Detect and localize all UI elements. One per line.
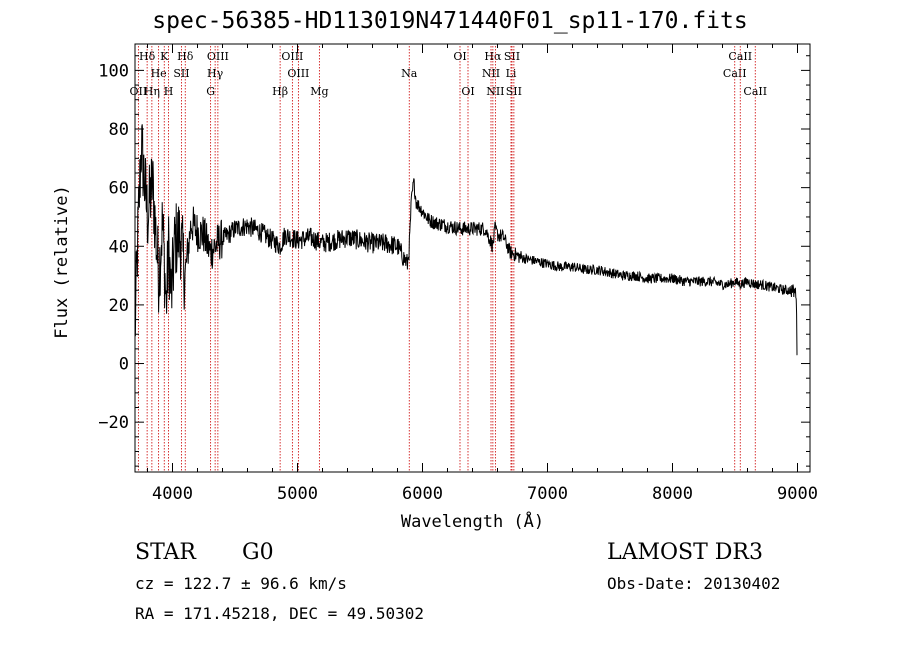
spectrum-line <box>135 124 798 356</box>
line-label: CaII <box>723 67 747 80</box>
y-tick-label: 20 <box>109 296 129 316</box>
line-label: SII <box>504 50 520 63</box>
line-label: OIII <box>281 50 303 63</box>
chart-title: spec-56385-HD113019N471440F01_sp11-170.f… <box>152 8 748 34</box>
line-label: Hη <box>144 85 160 98</box>
line-label: Na <box>401 67 418 80</box>
line-label: Hδ <box>139 50 156 63</box>
line-label: K <box>160 50 169 63</box>
line-label: H <box>164 85 174 98</box>
line-label: SII <box>506 85 522 98</box>
survey-name: LAMOST DR3 <box>607 540 763 565</box>
y-tick-label: 100 <box>98 61 129 81</box>
line-label: Hβ <box>272 85 288 98</box>
x-tick-label: 4000 <box>152 484 193 504</box>
object-subclass: G0 <box>242 540 274 565</box>
line-label: Hγ <box>207 67 224 80</box>
line-label: He <box>151 67 167 80</box>
x-axis-label: Wavelength (Å) <box>400 512 545 532</box>
line-label: NII <box>482 67 500 80</box>
observation-date: Obs-Date: 20130402 <box>607 574 781 593</box>
line-label: SII <box>173 67 189 80</box>
line-label: OIII <box>287 67 309 80</box>
x-tick-label: 6000 <box>402 484 443 504</box>
plot-frame <box>134 43 811 473</box>
line-label: Hδ <box>177 50 194 63</box>
x-tick-label: 7000 <box>527 484 568 504</box>
x-tick-label: 5000 <box>277 484 318 504</box>
line-label: Mg <box>310 85 328 98</box>
line-label: CaII <box>743 85 767 98</box>
y-tick-label: 0 <box>119 355 129 375</box>
line-label: OI <box>461 85 474 98</box>
line-label: G <box>206 85 215 98</box>
redshift-info: cz = 122.7 ± 96.6 km/s <box>135 574 347 593</box>
y-tick-label: 80 <box>109 120 129 140</box>
x-tick-label: 9000 <box>777 484 818 504</box>
line-label: OIII <box>207 50 229 63</box>
line-label: OI <box>453 50 466 63</box>
y-tick-label: 40 <box>109 237 129 257</box>
coordinates: RA = 171.45218, DEC = 49.50302 <box>135 604 424 623</box>
line-label: NII <box>486 85 504 98</box>
line-label: Hα <box>484 50 502 63</box>
line-label: CaII <box>728 50 752 63</box>
y-axis-label: Flux (relative) <box>52 185 72 339</box>
object-class: STAR <box>135 540 196 565</box>
y-tick-label: −20 <box>98 413 129 433</box>
line-label: Li <box>506 67 517 80</box>
x-tick-label: 8000 <box>652 484 693 504</box>
y-tick-label: 60 <box>109 179 129 199</box>
line-label: OII <box>130 85 148 98</box>
